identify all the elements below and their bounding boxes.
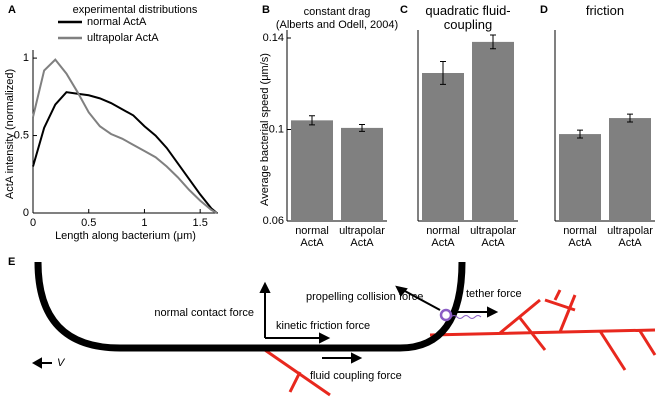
tether-spring bbox=[450, 315, 482, 319]
x-tick-label: ultrapolar ActA bbox=[470, 225, 516, 249]
force-label: kinetic friction force bbox=[276, 320, 370, 332]
chart-title: experimental distributions bbox=[73, 4, 198, 16]
force-label: propelling collision force bbox=[306, 291, 423, 303]
x-tick-label: ultrapolar ActA bbox=[607, 225, 653, 249]
bar bbox=[341, 127, 383, 221]
bar bbox=[559, 134, 601, 221]
bar bbox=[291, 120, 333, 221]
x-tick-label: 0 bbox=[30, 217, 36, 229]
force-label: tether force bbox=[466, 288, 522, 300]
force-label: fluid coupling force bbox=[310, 370, 402, 382]
panel-label: A bbox=[8, 4, 16, 16]
force-arrows bbox=[31, 281, 499, 369]
bar bbox=[422, 72, 464, 221]
y-tick-label: 0.1 bbox=[269, 123, 284, 135]
y-tick-label: 0.14 bbox=[263, 32, 284, 44]
force-label: normal contact force bbox=[154, 307, 254, 319]
tether-attachment bbox=[439, 308, 453, 322]
y-axis-label: Average bacterial speed (μm/s) bbox=[259, 53, 271, 206]
panel-label: B bbox=[262, 4, 270, 16]
panel-label: E bbox=[8, 256, 15, 268]
y-tick-label: 0.5 bbox=[14, 129, 29, 141]
velocity-label: V bbox=[57, 357, 66, 369]
error-bar bbox=[359, 123, 365, 132]
error-bar bbox=[490, 34, 496, 50]
actin-filaments bbox=[261, 289, 657, 397]
error-bar bbox=[577, 129, 583, 139]
chart-title: quadratic fluid-coupling bbox=[425, 3, 511, 32]
panel-label: C bbox=[400, 4, 408, 16]
y-axis-label: ActA intensity (normalized) bbox=[4, 69, 16, 199]
panel-label: D bbox=[540, 4, 548, 16]
bar bbox=[609, 118, 651, 221]
bacterium-outline bbox=[34, 261, 466, 352]
diagram: E V normal contact force kinetic frictio… bbox=[8, 256, 657, 397]
error-bar bbox=[627, 113, 633, 123]
series-line bbox=[32, 91, 218, 214]
error-bar bbox=[309, 115, 315, 126]
x-axis-label: Length along bacterium (μm) bbox=[55, 230, 196, 242]
y-tick-label: 0.06 bbox=[263, 215, 284, 227]
legend-label: ultrapolar ActA bbox=[87, 32, 159, 44]
chart-title: constant drag bbox=[304, 6, 371, 18]
x-tick-label: 0.5 bbox=[81, 217, 96, 229]
x-tick-label: normal ActA bbox=[563, 225, 597, 249]
legend-label: normal ActA bbox=[87, 16, 147, 28]
chart-title: friction bbox=[585, 3, 625, 18]
bar bbox=[472, 41, 514, 221]
y-tick-label: 0 bbox=[23, 207, 29, 219]
y-tick-label: 1 bbox=[23, 52, 29, 64]
chart-subtitle: (Alberts and Odell, 2004) bbox=[276, 19, 398, 31]
x-tick-label: ultrapolar ActA bbox=[339, 225, 385, 249]
x-tick-label: 1 bbox=[141, 217, 147, 229]
series-line bbox=[32, 58, 218, 214]
x-tick-label: 1.5 bbox=[193, 217, 208, 229]
x-tick-label: normal ActA bbox=[295, 225, 329, 249]
x-tick-label: normal ActA bbox=[426, 225, 460, 249]
error-bar bbox=[440, 61, 446, 85]
